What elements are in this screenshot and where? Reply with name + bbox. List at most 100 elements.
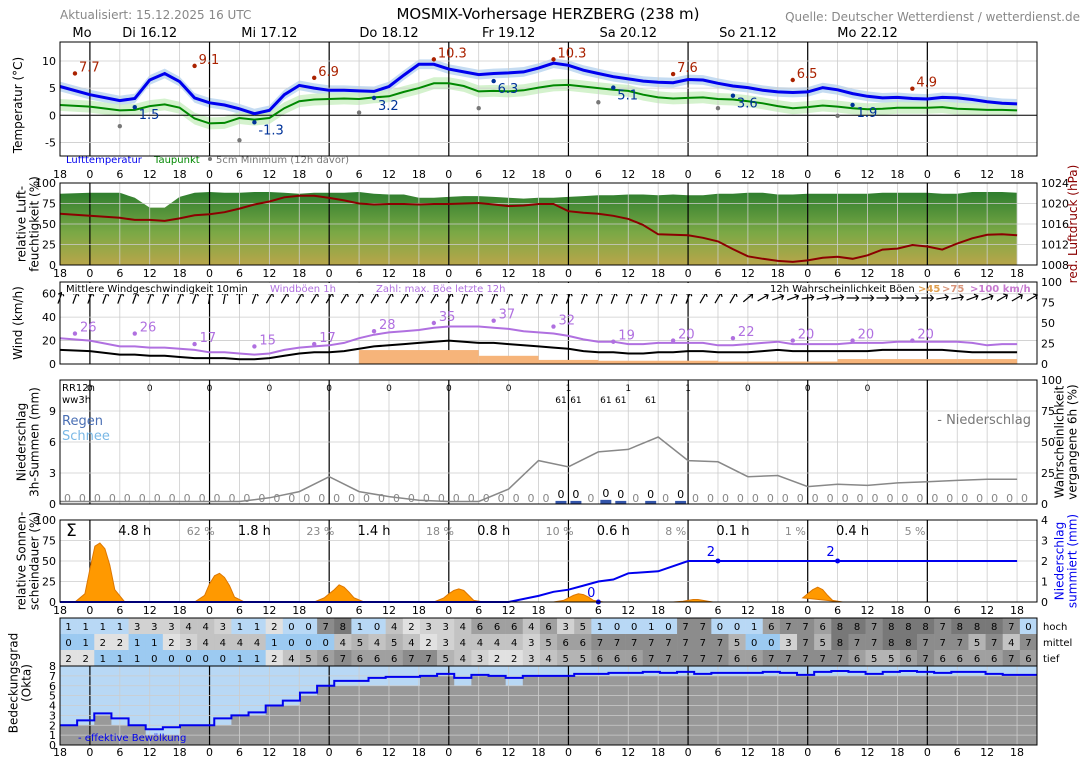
precip-zero-label: 0 xyxy=(363,492,370,505)
cloud-cell-value: 7 xyxy=(837,654,843,665)
cloud-cell xyxy=(762,650,781,666)
pressure-ylabel-line: red. Luftdruck (hPa) xyxy=(1066,165,1080,284)
rr12h-value: 1 xyxy=(566,384,572,394)
cloud-cell-value: 6 xyxy=(734,654,740,665)
sunshine-percent: 5 % xyxy=(905,525,926,538)
precip-sum-point xyxy=(715,558,721,564)
cloud-xtick: 6 xyxy=(236,746,243,759)
cloud-cell-value: 6 xyxy=(597,654,603,665)
cloud-cell-value: 4 xyxy=(460,622,466,633)
cloud-cell-value: 0 xyxy=(203,654,209,665)
cloud-cell xyxy=(574,618,592,634)
sun-xtick: 18 xyxy=(771,604,785,617)
cloud-cell-value: 7 xyxy=(322,622,328,633)
precip-zero-label: 0 xyxy=(408,492,415,505)
cloud-cell-value: 3 xyxy=(425,622,431,633)
rr12h-value: 0 xyxy=(506,384,512,394)
legend-temp: Lufttemperatur xyxy=(66,155,143,166)
ww3h-value: 61 xyxy=(615,396,626,406)
cloud-cell xyxy=(934,618,952,634)
sun-xtick: 6 xyxy=(116,604,123,617)
cloud-cell xyxy=(985,650,1004,666)
precip-zero-label: 0 xyxy=(498,492,505,505)
cloud-cell xyxy=(351,634,369,650)
cloud-ytick: 0 xyxy=(49,739,56,752)
cloud-cell xyxy=(437,618,455,634)
wind-ytick-right: 75 xyxy=(1041,297,1055,310)
legend-min5cm-dot xyxy=(208,157,212,161)
cloud-cell-value: 8 xyxy=(340,622,346,633)
cloud-ytick: 2 xyxy=(49,719,56,732)
sunshine-hours: 1.4 h xyxy=(358,524,391,539)
sunshine-hours: 1.8 h xyxy=(238,524,271,539)
precip-zero-label: 0 xyxy=(886,492,893,505)
humidity-xtick: 12 xyxy=(143,267,157,280)
cloud-cell xyxy=(505,618,524,634)
cloud-cell xyxy=(882,618,901,634)
cloud-cell xyxy=(488,634,506,650)
cloud-xtick: 6 xyxy=(356,746,363,759)
temperature-xtick: 12 xyxy=(980,168,994,181)
cloud-cell-value: 8 xyxy=(854,622,860,633)
min-label: 6.3 xyxy=(498,82,519,97)
cloud-xtick: 12 xyxy=(621,746,635,759)
updated-text: Aktualisiert: 15.12.2025 16 UTC xyxy=(60,8,251,22)
sun-xtick: 18 xyxy=(532,604,546,617)
legend-snow: Schnee xyxy=(62,429,110,444)
cloud-cell xyxy=(642,650,661,666)
cloud-cell xyxy=(865,634,884,650)
humidity-xtick: 12 xyxy=(741,267,755,280)
cloud-cell xyxy=(711,618,729,634)
temperature-xtick: 0 xyxy=(326,168,333,181)
precip-ytick-right: 100 xyxy=(1041,374,1062,387)
cloud-cell xyxy=(814,618,832,634)
humidity-xtick: 6 xyxy=(834,267,841,280)
precip-zero-label: 0 xyxy=(528,492,535,505)
humidity-xtick: 0 xyxy=(445,267,452,280)
cloud-xtick: 18 xyxy=(890,746,904,759)
sun-xtick: 6 xyxy=(954,604,961,617)
legend-100: >100 km/h xyxy=(970,284,1031,295)
cloud-cell-value: 0 xyxy=(220,654,226,665)
sun-ytick-right: 3 xyxy=(1041,535,1048,548)
humidity-xtick: 0 xyxy=(685,267,692,280)
min5cm-point xyxy=(596,100,601,105)
wind-arrow xyxy=(981,293,994,301)
cloud-cell xyxy=(454,618,472,634)
sun-xtick: 12 xyxy=(861,604,875,617)
humidity-xtick: 6 xyxy=(595,267,602,280)
max-gust-label: 20 xyxy=(917,328,934,343)
sunshine-area xyxy=(192,572,245,603)
precip-zero-label: 0 xyxy=(976,492,983,505)
min-label: 1.9 xyxy=(857,106,878,121)
max-gust-point xyxy=(790,338,795,343)
temperature-xtick: 0 xyxy=(685,168,692,181)
precip-ytick: 9 xyxy=(49,405,56,418)
precip-prob-ylabel-line: vergangene 6h (%) xyxy=(1066,384,1080,499)
temperature-ytick: -5 xyxy=(45,136,56,149)
cloud-cell xyxy=(522,618,541,634)
temperature-ytick: 5 xyxy=(49,82,56,95)
cloud-cell-value: 6 xyxy=(322,654,328,665)
humidity-xtick: 0 xyxy=(86,267,93,280)
precip-zero-label: 0 xyxy=(333,492,340,505)
cloud-cell xyxy=(402,634,421,650)
temperature-ytick: 10 xyxy=(42,55,56,68)
max-gust-point xyxy=(72,331,78,336)
cloud-cell-value: 7 xyxy=(785,654,791,665)
cloud-cell xyxy=(111,618,129,634)
cloud-cell-value: 4 xyxy=(511,638,517,649)
precip-zero-label: 0 xyxy=(228,492,235,505)
cloud-cell xyxy=(848,634,866,650)
cloud-cell-value: 1 xyxy=(254,654,260,665)
cloud-cell-value: 1 xyxy=(357,622,363,633)
cloud-cell xyxy=(917,634,935,650)
max-label: 10.3 xyxy=(557,46,586,61)
cloud-cell xyxy=(162,618,181,634)
precip-zero-label: 0 xyxy=(767,492,774,505)
cloud-xtick: 0 xyxy=(565,746,572,759)
cloud-cell-value: 7 xyxy=(957,638,963,649)
max-gust-label: 26 xyxy=(140,321,157,336)
cloud-xtick: 6 xyxy=(714,746,721,759)
cloud-cell-value: 4 xyxy=(494,638,500,649)
